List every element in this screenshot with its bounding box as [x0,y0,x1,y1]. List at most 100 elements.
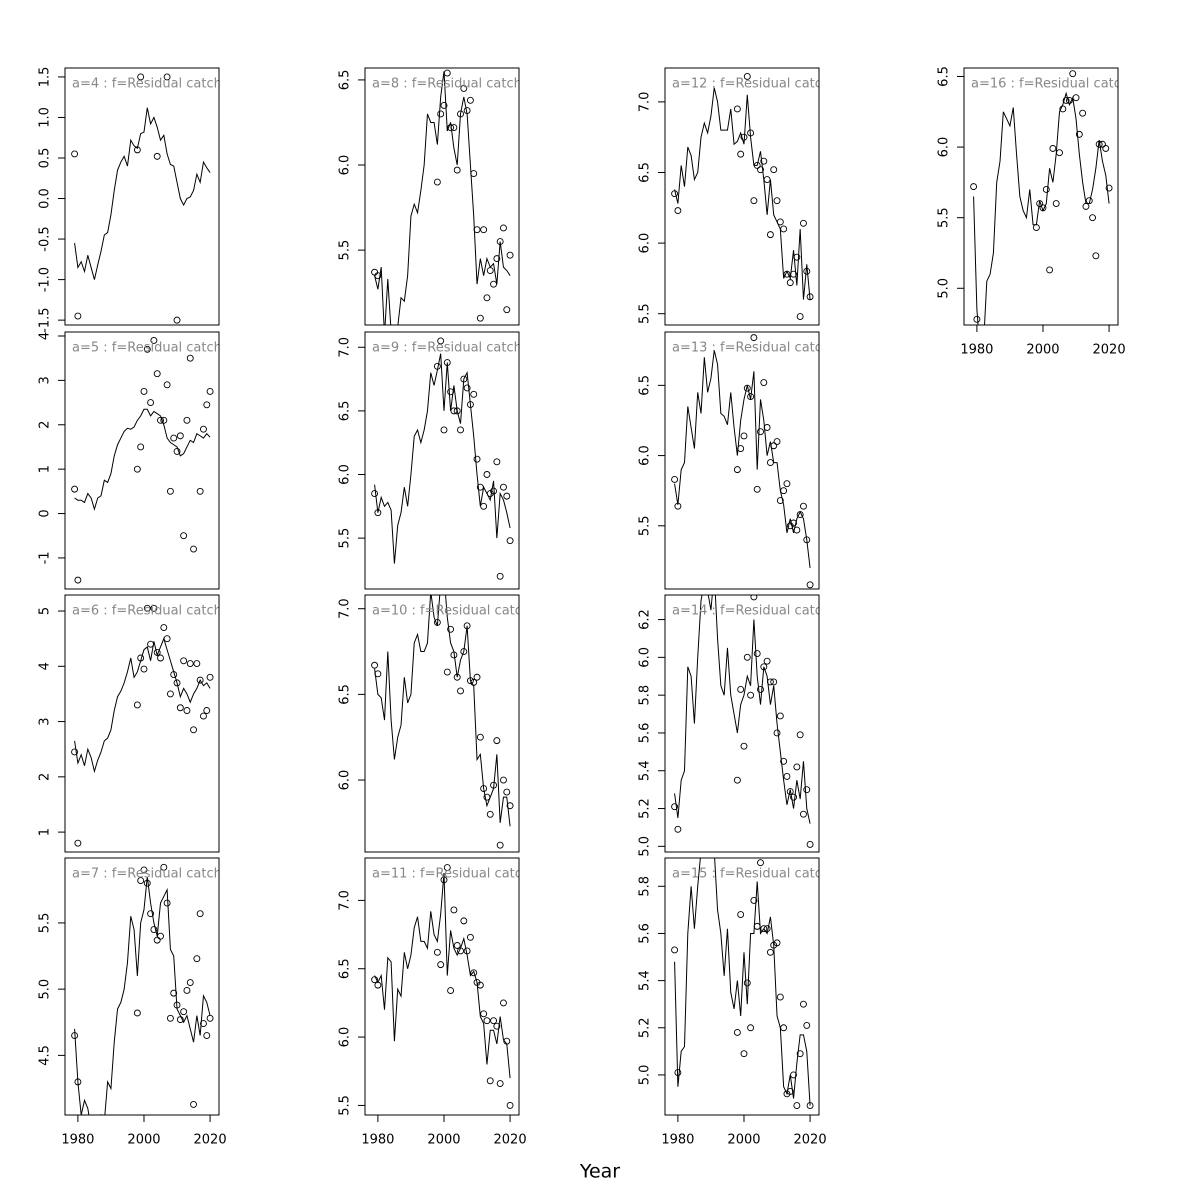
point [763,424,771,431]
point [196,676,204,684]
point [163,381,171,389]
point [450,651,458,659]
y-tick-label: 5.0 [638,836,653,857]
panel-title: a=9 : f=Residual catch [372,341,522,356]
point [203,401,211,409]
point [473,673,481,681]
y-tick-label: 6.5 [638,162,653,183]
point [147,910,155,918]
point [750,595,758,601]
x-tick-label: 2020 [794,1133,827,1148]
point [737,445,745,453]
point [176,704,184,712]
line [74,107,211,280]
point [206,673,214,681]
point [1042,185,1050,193]
point [747,1024,755,1032]
point [163,73,171,81]
y-tick-label: 0.0 [38,188,53,209]
plot-area: a=12 : f=Residual catch [671,73,819,320]
x-axis-label: Year [579,1161,620,1183]
point [1032,224,1040,232]
y-tick-label: 6.5 [338,684,353,705]
point [480,785,488,793]
panel: 1 2 3 4 5 a=6 : f=Residual catch [38,594,220,853]
point [190,726,198,734]
point [743,73,751,80]
point [183,416,191,424]
point [760,157,768,165]
point [757,428,764,436]
y-tick-label: 6.0 [638,445,653,466]
y-tick-label: 5.8 [638,876,653,897]
x-tick-label: 2020 [494,1133,527,1148]
plot-area: a=5 : f=Residual catch [71,336,219,584]
y-tick-label: 7.0 [338,890,353,911]
point [800,810,807,818]
point [490,1017,498,1025]
plot-frame [64,857,220,1116]
point [200,712,207,720]
point [750,334,758,342]
plot-frame [664,594,820,853]
point [793,526,801,534]
point [173,1001,181,1009]
point [71,1032,79,1039]
point [773,729,781,737]
y-tick-label: 5.5 [38,913,53,934]
panel: 4.5 5.0 5.5 1980 2000 2020 a=7 : f=Residual ca… [38,857,227,1148]
point [480,1010,488,1018]
point [140,665,148,673]
y-tick-label: 7.0 [338,598,353,619]
plot-frame [664,857,820,1116]
point [737,911,745,919]
point [374,670,382,678]
y-tick-label: 5.5 [338,528,353,549]
point [170,434,178,442]
point [457,947,464,955]
point [180,657,188,665]
point [147,399,155,407]
y-tick-label: 5.5 [638,515,653,536]
point [480,502,488,510]
point [463,947,471,955]
panel: 5.5 6.0 6.5 a=13 : f=Residual catch [638,331,820,590]
plot-area: a=7 : f=Residual catch [71,863,219,1115]
point [183,707,191,714]
point [476,733,484,741]
point [1082,202,1090,210]
panel: 5.0 5.2 5.4 5.6 5.8 1980 2000 2020 a=15 : f=Resi… [638,857,827,1148]
plot-area: a=10 : f=Residual catch [371,595,519,849]
panel-title: a=4 : f=Residual catch [72,77,222,92]
point [1039,204,1047,212]
point [447,124,455,132]
y-tick-label: 5.6 [638,923,653,944]
point [753,161,761,169]
point [773,197,781,205]
point [753,922,761,930]
point [486,810,494,818]
point [453,407,461,415]
line [74,637,211,774]
y-tick-label: 5.2 [638,798,653,819]
point [143,879,151,887]
point [153,152,161,160]
point [476,981,484,989]
point [493,1022,501,1030]
y-tick-label: 5.5 [937,207,952,228]
point [671,190,679,198]
point [493,458,501,466]
point [450,906,458,914]
y-tick-label: 5.5 [338,240,353,261]
plot-area: a=8 : f=Residual catch [371,69,519,325]
point [466,933,474,941]
point [1092,252,1100,260]
point [1102,145,1110,152]
point [740,432,748,440]
point [437,961,445,969]
y-tick-label: 6.0 [338,770,353,791]
point [496,1080,504,1088]
point [71,150,79,158]
y-tick-label: 6.5 [338,401,353,422]
point [371,661,379,669]
